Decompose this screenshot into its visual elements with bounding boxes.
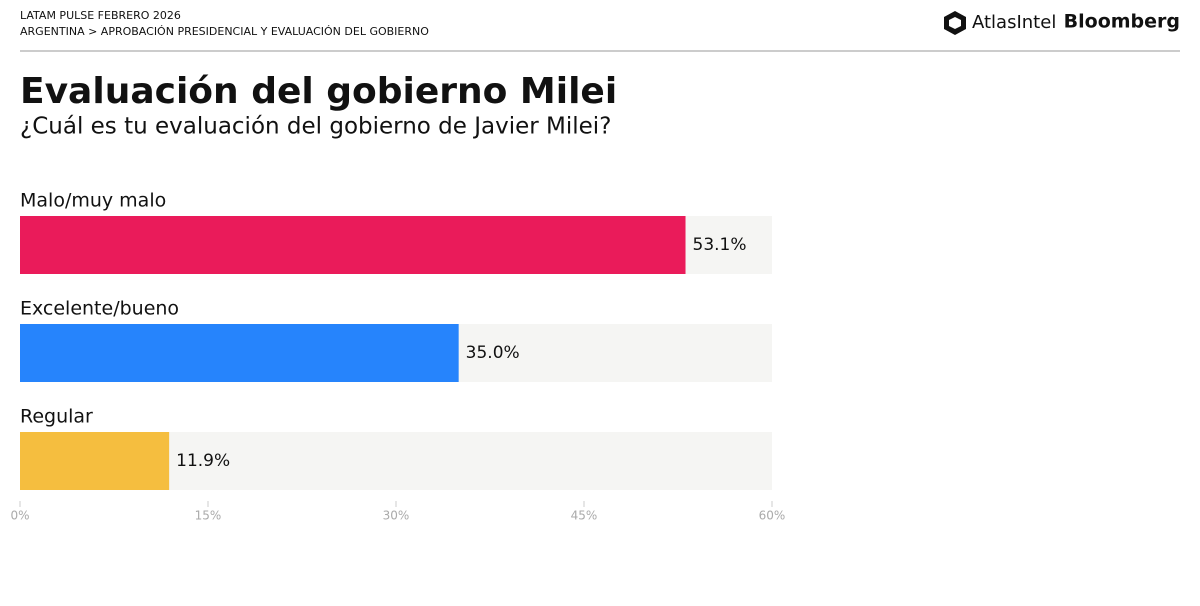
x-tick-label: 0% <box>10 509 29 523</box>
x-tick-label: 30% <box>383 509 410 523</box>
bar <box>20 324 459 382</box>
x-tick-label: 15% <box>195 509 222 523</box>
category-label: Regular <box>20 406 93 428</box>
chart-title: Evaluación del gobierno Milei <box>20 71 617 112</box>
chart-subtitle: ¿Cuál es tu evaluación del gobierno de J… <box>20 114 611 140</box>
logo: Bloomberg <box>1064 11 1180 33</box>
category-label: Excelente/bueno <box>20 298 179 320</box>
bar <box>20 216 686 274</box>
value-label: 35.0% <box>466 343 520 363</box>
logo-icon <box>949 17 961 29</box>
value-label: 53.1% <box>693 235 747 255</box>
x-tick-label: 45% <box>571 509 598 523</box>
value-label: 11.9% <box>176 451 230 471</box>
header-line: LATAM PULSE FEBRERO 2026 <box>20 9 181 22</box>
bar <box>20 432 170 490</box>
x-tick-label: 60% <box>759 509 786 523</box>
header-line: ARGENTINA > APROBACIÓN PRESIDENCIAL Y EV… <box>20 25 429 38</box>
category-label: Malo/muy malo <box>20 190 166 212</box>
logo: AtlasIntel <box>972 12 1056 33</box>
